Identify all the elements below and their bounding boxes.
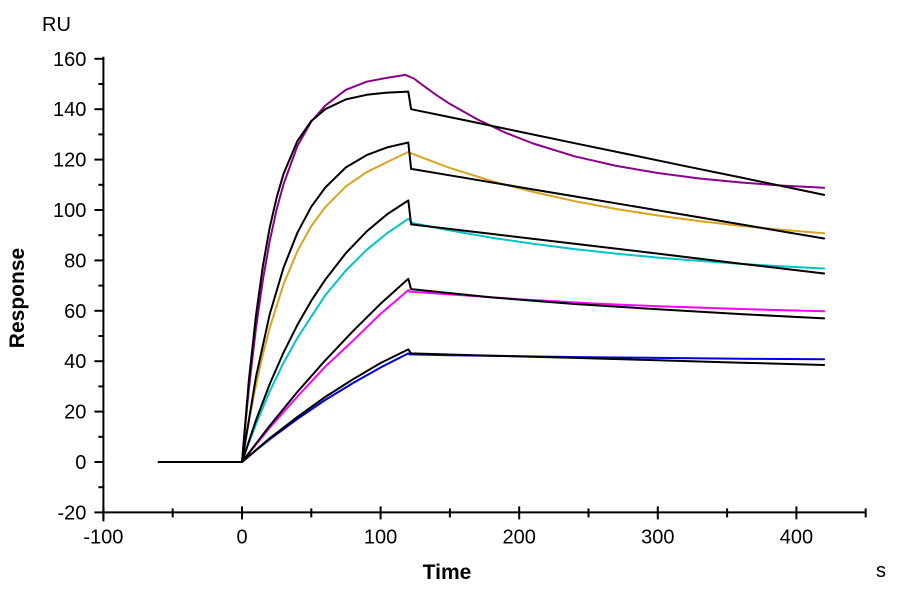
sensorgram-trace-1-purple [157,73,826,463]
x-unit-label: s [876,560,886,582]
y-tick-label: 100 [53,200,86,222]
sensorgram-trace-3-cyan [157,217,826,463]
y-tick-label: 0 [75,452,86,474]
axes-layer: -100 0 100 200 300 400 -20 0 20 40 60 80 100 120 140 16… [53,49,867,548]
y-tick-label: 60 [64,301,86,323]
kinetic-fit-4-magenta [157,277,826,463]
kinetic-fit-1-purple [157,90,826,463]
x-tick-label: 0 [236,526,247,548]
kinetic-fit-5-blue [157,348,826,463]
sensorgram-trace-2-gold [157,151,826,463]
x-tick-label: 300 [641,526,674,548]
y-tick-label: 80 [64,250,86,272]
x-tick-label: 100 [364,526,397,548]
y-tick-label: 140 [53,99,86,121]
y-tick-label: 20 [64,402,86,424]
y-axis-title: Response [6,248,29,348]
x-axis-title: Time [423,561,472,584]
x-tick-label: 200 [503,526,536,548]
y-tick-label: 160 [53,49,86,71]
y-tick-label: 40 [64,351,86,373]
y-tick-label: 120 [53,150,86,172]
curves-layer [157,73,826,463]
y-unit-label: RU [42,14,71,36]
x-tick-label: -100 [83,526,123,548]
kinetic-fit-2-gold [157,141,826,463]
x-tick-label: 400 [780,526,813,548]
kinetic-fit-3-cyan [157,199,826,463]
y-tick-label: -20 [57,502,86,524]
